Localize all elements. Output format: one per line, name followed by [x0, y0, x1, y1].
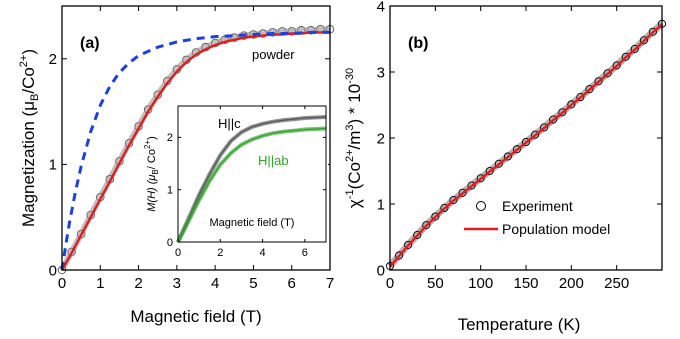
panel-b-experiment-point: [485, 166, 494, 176]
panel-a-dashed-line: [60, 30, 330, 271]
panel-a-x-tick-label: 5: [249, 275, 257, 292]
panel-b-experiment-point: [395, 251, 404, 260]
panel-b-x-tick-label: 100: [468, 275, 493, 292]
legend-marker-experiment: [476, 201, 486, 211]
inset-y-tick-label: 1: [167, 185, 173, 197]
panel-b-ticks: 0 50 100 150 200 250 0 1 2 3 4: [377, 0, 662, 292]
inset-y-axis-label: M(H) (μB/ Co2+): [143, 136, 160, 212]
inset-x-tick-label: 0: [175, 247, 181, 259]
panel-a-x-tick-label: 4: [211, 275, 219, 292]
inset-y-tick-label: 0: [167, 237, 173, 249]
panel-b-experiment-point: [639, 36, 648, 45]
panel-b-experiment-point: [413, 230, 422, 240]
panel-b-x-axis-label: Temperature (K): [458, 315, 581, 334]
inset-x-axis-label: Magnetic field (T): [210, 217, 295, 229]
inset-ticks: 0 2 4 6 0 1 2: [167, 106, 326, 259]
inset-series-core-1: [177, 127, 327, 243]
panel-b-experiment-point: [440, 203, 449, 213]
inset-plot-area: [176, 115, 327, 243]
inset-x-tick-label: 4: [260, 247, 266, 259]
panel-b-experiment-point: [404, 240, 413, 249]
panel-b-experiment-point: [476, 174, 485, 183]
panel-b-experiment-point: [594, 77, 603, 86]
inset-y-tick-label: 2: [167, 132, 173, 144]
panel-b-x-tick-label: 150: [513, 275, 538, 292]
legend-label-population-model: Population model: [502, 221, 610, 237]
panel-a-y-tick-label: 0: [49, 262, 57, 279]
panel-a-y-tick-label: 2: [49, 51, 57, 68]
panel-b-experiment-point: [540, 123, 549, 132]
panel-b-experiment-point: [648, 27, 657, 36]
panel-b-experiment-point: [621, 52, 630, 61]
panel-b-y-tick-label: 0: [377, 262, 385, 279]
panel-b-experiment-point: [549, 115, 558, 124]
panel-a-ticks: 0 1 2 3 4 5 6 7 0 1 2: [49, 6, 334, 292]
panel-a-frame: [61, 5, 331, 271]
panel-b-experiment-point: [422, 221, 431, 230]
panel-b-model-line: [389, 23, 663, 268]
panel-a-x-tick-label: 1: [96, 275, 104, 292]
panel-b-experiment-point: [521, 137, 531, 147]
panel-b-experiment-point: [449, 195, 458, 205]
panel-b-y-tick-label: 1: [377, 196, 385, 213]
panel-a-y-axis-label: Magnetization (μB/Co2+): [18, 49, 41, 227]
panel-b-experiment-point: [467, 181, 476, 190]
panel-b-experiment-point: [603, 69, 612, 78]
inset-x-tick-label: 2: [217, 247, 223, 259]
panel-b-experiment-point: [558, 108, 567, 117]
panel-b-legend: Experiment Population model: [464, 198, 610, 237]
panel-b-experiment-point: [494, 159, 503, 168]
panel-b-x-tick-label: 250: [604, 275, 629, 292]
panel-b: 0 50 100 150 200 250 0 1 2 3 4 (b) Temperature (K)…: [344, 0, 667, 334]
panel-b-x-tick-label: 50: [427, 275, 444, 292]
panel-b-y-tick-label: 4: [377, 0, 385, 15]
panel-a-y-tick-label: 1: [49, 157, 57, 174]
panel-a-annotation-powder: powder: [252, 47, 295, 62]
panel-a-x-tick-label: 6: [288, 275, 296, 292]
panel-a: 0 1 2 3 4 5 6 7 0 1 2 (a) powder Magnetic field (T…: [18, 5, 335, 326]
panel-a-x-tick-label: 3: [173, 275, 181, 292]
panel-b-y-axis-label: χ-1(Co2+/m3) * 10-30: [344, 68, 364, 208]
panel-a-plot-area: [57, 24, 335, 275]
panel-a-x-tick-label: 7: [326, 275, 334, 292]
panel-b-y-tick-label: 2: [377, 130, 385, 147]
panel-b-experiment-point: [458, 188, 467, 197]
legend-label-experiment: Experiment: [502, 198, 573, 214]
panel-b-experiment-point: [503, 152, 512, 161]
panel-a-x-tick-label: 0: [58, 275, 66, 292]
panel-b-experiment-point: [512, 145, 521, 154]
inset-x-tick-label: 6: [302, 247, 308, 259]
inset-frame: [177, 105, 327, 243]
panel-b-x-tick-label: 0: [386, 275, 394, 292]
panel-a-x-axis-label: Magnetic field (T): [130, 307, 261, 326]
inset-series-label-h-c: H||c: [218, 116, 241, 131]
panel-b-experiment-point: [612, 61, 621, 70]
panel-b-experiment-point: [431, 212, 440, 221]
panel-b-y-tick-label: 3: [377, 64, 385, 81]
panel-b-label: (b): [408, 35, 428, 52]
panel-b-experiment-point: [531, 130, 540, 139]
panel-b-experiment-point: [585, 85, 594, 94]
panel-b-experiment-point: [567, 100, 576, 109]
inset-chart: 0 2 4 6 0 1 2 Magnetic field (T) M(H) (μB/ Co2…: [143, 104, 328, 259]
inset-series-core-0: [177, 116, 327, 243]
panel-a-x-tick-label: 2: [134, 275, 142, 292]
panel-b-experiment-point: [630, 44, 639, 53]
panel-a-label: (a): [80, 35, 100, 52]
panel-b-experiment-point: [576, 93, 585, 102]
inset-series-label-h-ab: H||ab: [258, 153, 289, 168]
panel-b-x-tick-label: 200: [559, 275, 584, 292]
